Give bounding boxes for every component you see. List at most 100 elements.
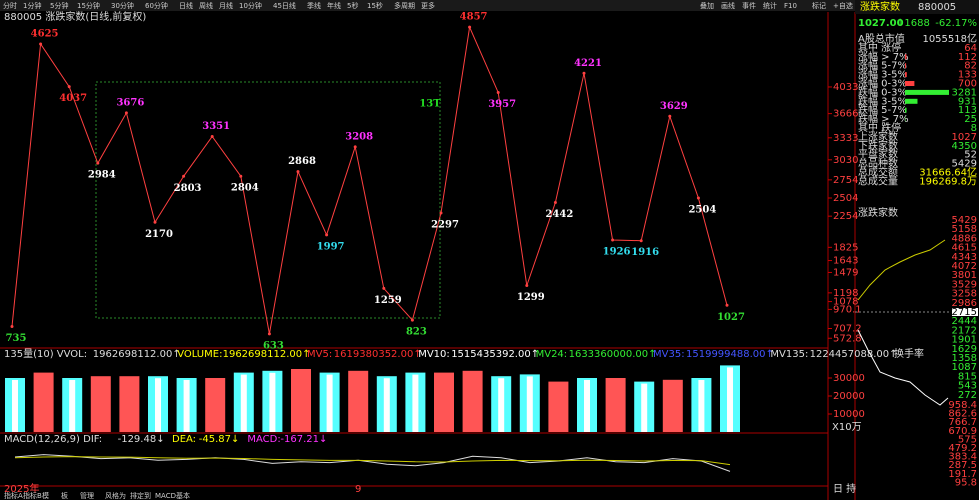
bottom-tab[interactable]: 排定到 bbox=[130, 491, 151, 500]
bottom-tab[interactable]: 板 bbox=[61, 491, 68, 500]
volume-header-name: 135量(10) VVOL: bbox=[4, 348, 87, 360]
toolbar-tab[interactable]: 月线 bbox=[219, 1, 233, 10]
row-label: 涨幅 3-5% bbox=[858, 68, 907, 81]
panel-head-bg bbox=[855, 0, 979, 14]
toolbar-tab[interactable]: 年线 bbox=[327, 1, 341, 10]
value-label: 1916 bbox=[631, 247, 659, 258]
volume-header-name: MV135: bbox=[770, 349, 808, 360]
toolbar-tab[interactable]: 5分钟 bbox=[50, 1, 68, 10]
toolbar-btn[interactable]: 事件 bbox=[742, 1, 756, 10]
volume-header-value: 1224457088.00↑ bbox=[810, 349, 898, 360]
line bbox=[11, 25, 728, 334]
volume-bar bbox=[348, 370, 369, 432]
toolbar-tab[interactable]: 15秒 bbox=[367, 1, 383, 10]
volume-bar-inner bbox=[12, 380, 18, 432]
row-value: 52 bbox=[964, 150, 977, 161]
mini2-tick: 766.7 bbox=[948, 417, 977, 428]
toolbar-tab[interactable]: 5秒 bbox=[347, 1, 358, 10]
row-value: 1027 bbox=[952, 132, 977, 143]
row-label: 平盘家数 bbox=[858, 148, 898, 161]
value-label: 2868 bbox=[288, 156, 316, 167]
toolbar-btn[interactable]: 标记 bbox=[812, 1, 826, 10]
macd-header-name: MACD(12,26,9) DIF: bbox=[4, 434, 102, 445]
toolbar-btn[interactable]: +自选 bbox=[833, 1, 853, 10]
volume-bar-inner bbox=[526, 376, 533, 432]
toolbar-tab[interactable]: 10分钟 bbox=[239, 1, 262, 10]
bottom-tab[interactable]: 模 bbox=[42, 491, 49, 500]
bottom-tab[interactable]: 管理 bbox=[80, 491, 94, 500]
bottom-tab[interactable]: MACD基本 bbox=[155, 491, 190, 500]
toolbar-btn[interactable]: 画线 bbox=[721, 1, 735, 10]
volume-bar-inner bbox=[641, 383, 648, 432]
macd-line bbox=[14, 454, 731, 472]
row-value: 3281 bbox=[952, 87, 977, 98]
row-value: 1055518亿 bbox=[922, 32, 977, 45]
y-tick-label: 1078 bbox=[833, 297, 858, 308]
row-value: 700 bbox=[958, 79, 977, 90]
toolbar-btn[interactable]: 叠加 bbox=[700, 1, 714, 10]
volume-bar-inner bbox=[269, 372, 276, 432]
panel-price: 1027.00 bbox=[858, 18, 904, 29]
volume-header-name: MV5: bbox=[307, 349, 332, 360]
volume-header-name: MV10: bbox=[418, 349, 450, 360]
value-label: 1997 bbox=[317, 241, 345, 252]
row-value: 64 bbox=[964, 43, 977, 54]
toolbar-btn[interactable]: 统计 bbox=[763, 1, 777, 10]
mini-tick: 4615 bbox=[952, 243, 977, 254]
mini-tick: 4886 bbox=[952, 233, 977, 244]
point bbox=[439, 211, 443, 215]
x-label: 9 bbox=[355, 484, 361, 495]
value-label: 735 bbox=[6, 333, 27, 344]
value-label: 3957 bbox=[488, 99, 516, 110]
point bbox=[325, 233, 329, 237]
row-value: 4350 bbox=[952, 141, 977, 152]
toolbar-tab[interactable]: 日线 bbox=[179, 1, 193, 10]
mini-tick: 4072 bbox=[952, 261, 977, 272]
mini2-tick: 95.8 bbox=[955, 477, 977, 488]
tick-highlight bbox=[952, 308, 978, 316]
bottom-tab[interactable]: 风格为 bbox=[105, 491, 126, 500]
toolbar-tab[interactable]: 多周期 bbox=[394, 1, 415, 10]
value-label: 2442 bbox=[545, 209, 573, 220]
row-label: 上涨家数 bbox=[858, 130, 898, 143]
point bbox=[725, 303, 729, 307]
row-label: 跌幅 0-3% bbox=[858, 85, 907, 98]
bottom-tab[interactable]: 指标B bbox=[23, 491, 42, 500]
row-bar bbox=[905, 98, 918, 104]
x-label: 2025年 bbox=[4, 482, 39, 495]
point bbox=[611, 238, 615, 242]
point bbox=[210, 134, 214, 138]
toolbar-tab[interactable]: 45日线 bbox=[273, 1, 296, 10]
toolbar-tab[interactable]: 分时 bbox=[3, 1, 17, 10]
value-label: 2170 bbox=[145, 229, 173, 240]
mini-tick: 272 bbox=[958, 390, 977, 401]
point bbox=[96, 161, 100, 165]
value-label: 2297 bbox=[431, 220, 459, 231]
range-box bbox=[95, 81, 441, 319]
toolbar-tab[interactable]: 季线 bbox=[307, 1, 321, 10]
toolbar-btn[interactable]: F10 bbox=[784, 2, 797, 10]
row-value: 8 bbox=[971, 123, 977, 134]
bottom-tab[interactable]: 指标A bbox=[4, 491, 23, 500]
row-bar bbox=[905, 107, 907, 113]
mini2-tick: 479.2 bbox=[948, 443, 977, 454]
mini-tick: 4343 bbox=[952, 252, 977, 263]
volume-bar bbox=[605, 378, 626, 432]
toolbar-tab[interactable]: 更多 bbox=[421, 1, 435, 10]
row-label: 涨幅 0-3% bbox=[858, 77, 907, 90]
row-value: 113 bbox=[958, 105, 977, 116]
y-tick-label: 707.2 bbox=[833, 323, 862, 334]
toolbar-tab[interactable]: 30分钟 bbox=[111, 1, 134, 10]
point bbox=[382, 286, 386, 290]
mini2-tick: 287.5 bbox=[948, 460, 977, 471]
toolbar-tab[interactable]: 60分钟 bbox=[145, 1, 168, 10]
mini-tick: 5158 bbox=[952, 224, 977, 235]
mini-trace bbox=[857, 239, 946, 301]
y-tick-label: 2754 bbox=[833, 175, 858, 186]
toolbar-tab[interactable]: 周线 bbox=[199, 1, 213, 10]
toolbar-tab[interactable]: 15分钟 bbox=[77, 1, 100, 10]
value-label: 1926 bbox=[603, 246, 631, 257]
y-tick-label: 3030 bbox=[833, 155, 858, 166]
volume-bar bbox=[33, 372, 54, 432]
toolbar-tab[interactable]: 1分钟 bbox=[23, 1, 41, 10]
